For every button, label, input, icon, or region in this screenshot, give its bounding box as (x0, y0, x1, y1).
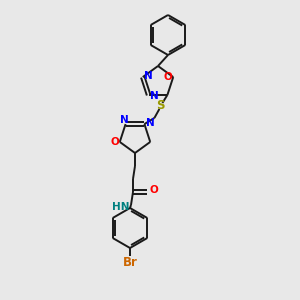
Text: N: N (150, 91, 159, 101)
Text: O: O (110, 137, 119, 147)
Text: O: O (150, 185, 158, 195)
Text: N: N (146, 118, 155, 128)
Text: O: O (164, 72, 172, 82)
Text: HN: HN (112, 202, 130, 212)
Text: N: N (144, 71, 153, 81)
Text: N: N (120, 115, 129, 125)
Text: Br: Br (123, 256, 137, 269)
Text: S: S (156, 99, 165, 112)
